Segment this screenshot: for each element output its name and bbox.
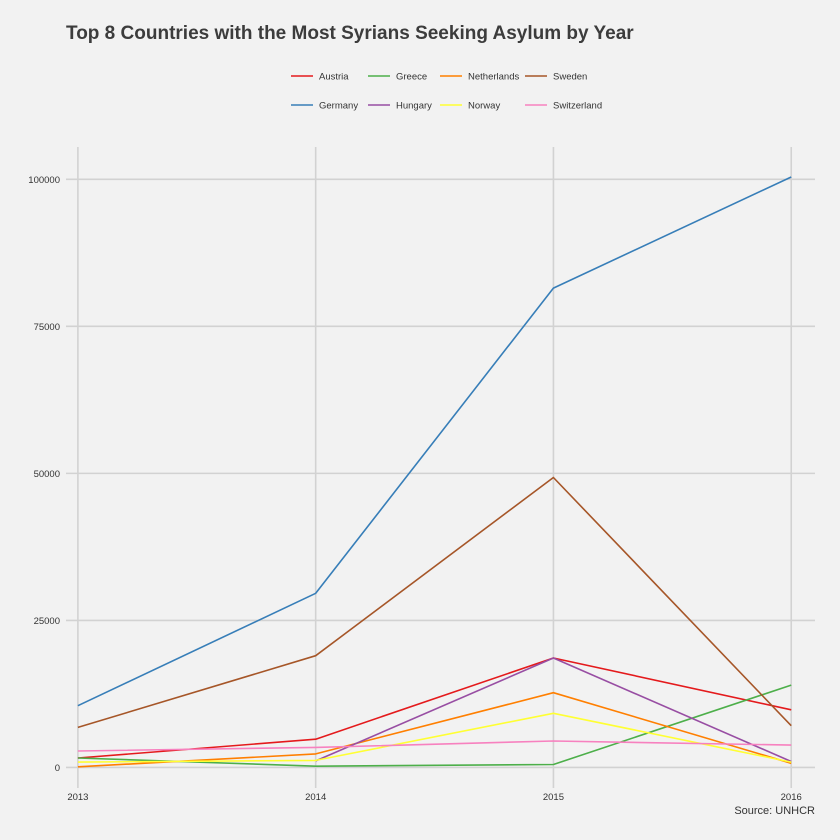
legend-item-netherlands: Netherlands: [440, 71, 519, 82]
legend-item-germany: Germany: [291, 100, 358, 111]
series-line-netherlands: [77, 691, 792, 768]
series-line-sweden: [77, 476, 792, 729]
y-tick-label: 100000: [28, 175, 60, 186]
legend-label: Greece: [396, 71, 427, 82]
x-tick-label: 2015: [543, 792, 564, 803]
legend-label: Hungary: [396, 100, 432, 111]
legend-label: Sweden: [553, 71, 587, 82]
series-line-norway: [77, 712, 792, 763]
series-lines: [77, 176, 792, 768]
y-tick-label: 75000: [34, 322, 60, 333]
legend-item-norway: Norway: [440, 100, 500, 111]
grid: [66, 147, 815, 788]
x-tick-label: 2016: [781, 792, 802, 803]
chart-title: Top 8 Countries with the Most Syrians Se…: [66, 23, 634, 44]
series-line-hungary: [315, 657, 792, 763]
series-line-germany: [77, 176, 792, 707]
x-tick-label: 2013: [67, 792, 88, 803]
legend-label: Norway: [468, 100, 500, 111]
series-line-switzerland: [77, 740, 792, 752]
legend: Austria Greece Netherlands Sweden Germany Hun…: [291, 71, 602, 111]
legend-label: Germany: [319, 100, 358, 111]
legend-item-greece: Greece: [368, 71, 427, 82]
y-tick-label: 0: [55, 763, 60, 774]
source-caption: Source: UNHCR: [734, 805, 815, 817]
legend-label: Switzerland: [553, 100, 602, 111]
legend-label: Netherlands: [468, 71, 519, 82]
legend-item-hungary: Hungary: [368, 100, 432, 111]
legend-item-sweden: Sweden: [525, 71, 587, 82]
legend-item-switzerland: Switzerland: [525, 100, 602, 111]
series-line-greece: [77, 684, 792, 768]
y-tick-label: 25000: [34, 616, 60, 627]
y-tick-label: 50000: [34, 469, 60, 480]
x-tick-label: 2014: [305, 792, 326, 803]
legend-item-austria: Austria: [291, 71, 349, 82]
axes: 0 25000 50000 75000 100000 2013 2014 2015 2016: [28, 175, 801, 803]
legend-label: Austria: [319, 71, 349, 82]
